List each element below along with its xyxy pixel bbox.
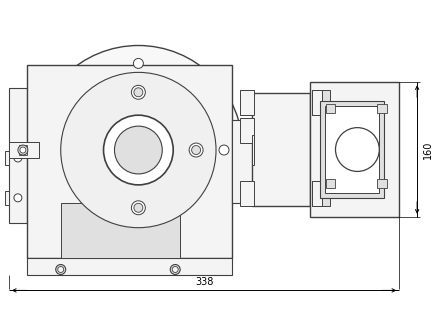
Text: Ø90: Ø90 bbox=[362, 132, 371, 147]
Text: 160: 160 bbox=[423, 140, 433, 159]
Bar bbox=[240, 118, 254, 143]
Circle shape bbox=[131, 85, 145, 99]
Bar bbox=[377, 179, 387, 188]
Circle shape bbox=[336, 128, 379, 172]
Bar bbox=[312, 181, 329, 206]
Bar bbox=[325, 104, 336, 113]
Circle shape bbox=[58, 266, 63, 273]
Circle shape bbox=[61, 72, 216, 228]
Bar bbox=[312, 181, 321, 206]
Text: 338: 338 bbox=[195, 277, 213, 287]
Circle shape bbox=[219, 145, 229, 155]
Circle shape bbox=[189, 143, 203, 157]
Bar bbox=[309, 82, 399, 217]
Circle shape bbox=[172, 266, 178, 273]
Bar bbox=[320, 101, 384, 198]
Bar bbox=[27, 65, 232, 258]
Circle shape bbox=[20, 147, 26, 153]
Bar bbox=[312, 90, 329, 115]
Circle shape bbox=[134, 203, 143, 212]
Bar bbox=[240, 181, 254, 206]
Bar bbox=[5, 151, 9, 165]
Bar bbox=[9, 142, 39, 158]
Circle shape bbox=[133, 59, 143, 69]
Bar bbox=[9, 88, 27, 223]
Circle shape bbox=[56, 264, 66, 275]
Circle shape bbox=[34, 45, 243, 254]
Bar bbox=[61, 203, 180, 258]
Circle shape bbox=[134, 88, 143, 97]
Bar bbox=[252, 93, 309, 206]
Circle shape bbox=[131, 201, 145, 215]
Bar bbox=[5, 191, 9, 205]
Bar bbox=[312, 90, 321, 115]
Bar bbox=[240, 90, 254, 115]
Circle shape bbox=[192, 146, 201, 155]
Bar bbox=[19, 145, 27, 155]
Circle shape bbox=[115, 126, 162, 174]
Bar bbox=[377, 104, 387, 113]
Bar bbox=[27, 258, 232, 275]
Bar bbox=[252, 135, 254, 165]
Bar bbox=[325, 106, 379, 193]
Bar bbox=[325, 179, 336, 188]
Circle shape bbox=[18, 145, 28, 155]
Circle shape bbox=[170, 264, 180, 275]
Bar bbox=[232, 120, 254, 203]
Circle shape bbox=[14, 154, 22, 162]
Circle shape bbox=[103, 115, 173, 185]
Circle shape bbox=[14, 194, 22, 202]
